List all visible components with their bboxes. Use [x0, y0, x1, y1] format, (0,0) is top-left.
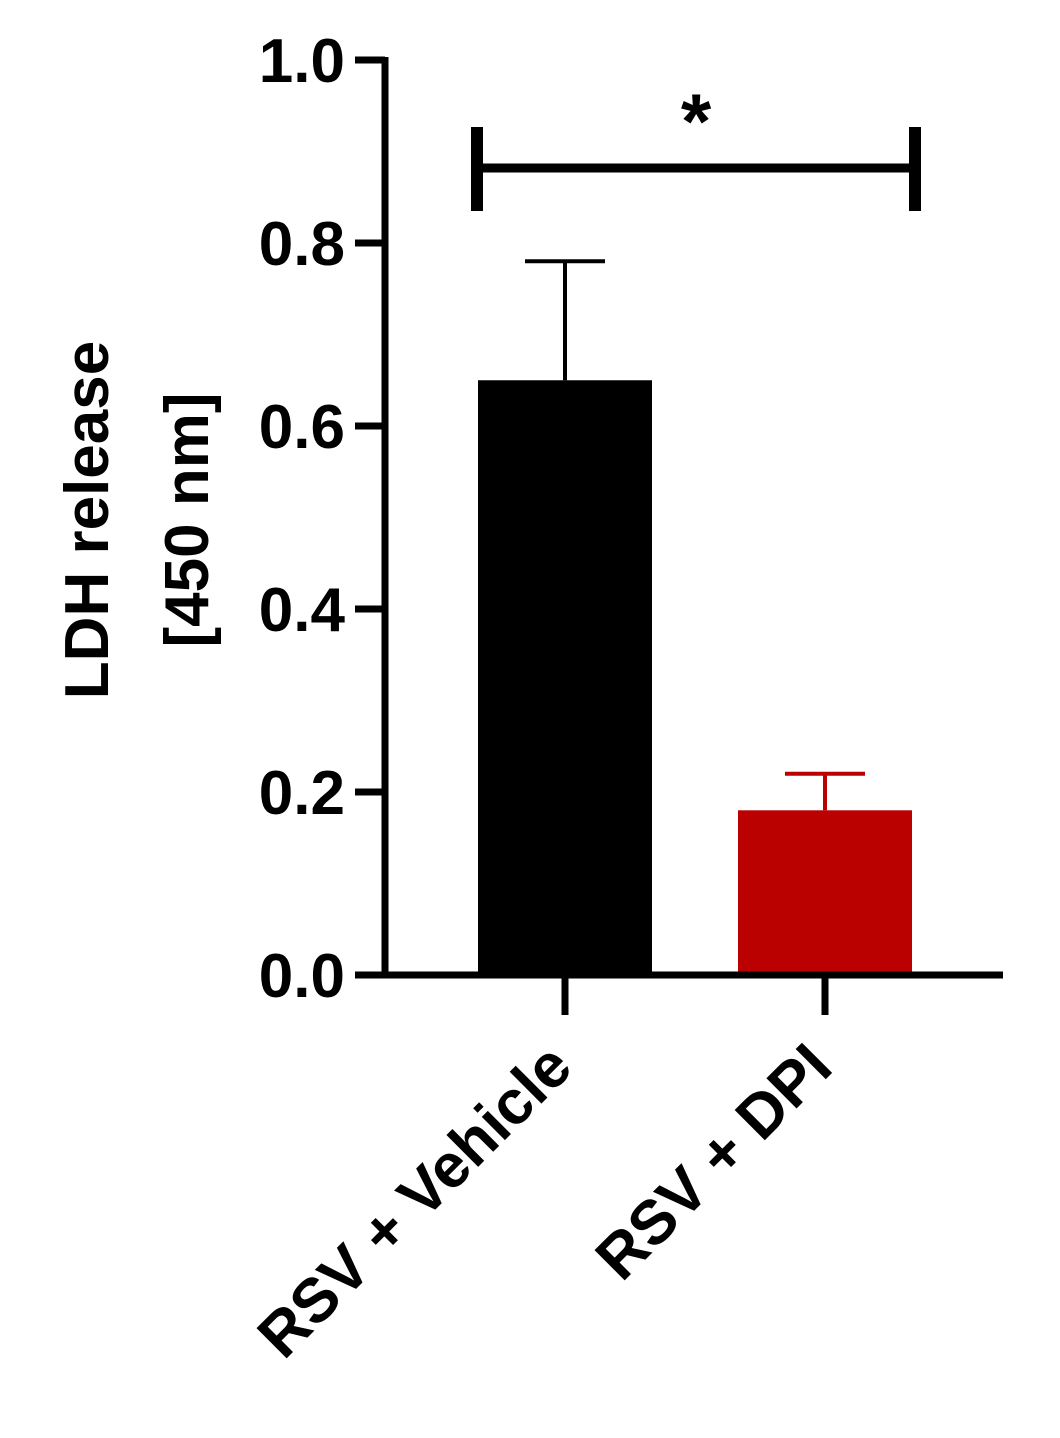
- bar: [738, 810, 912, 972]
- y-tick-label: 0.6: [259, 393, 345, 462]
- y-tick-label: 0.0: [259, 942, 345, 1011]
- bars: [478, 380, 912, 972]
- error-bars: [525, 259, 865, 811]
- x-tick-label: RSV + DPI: [583, 1031, 845, 1293]
- significance-bracket: *: [471, 77, 921, 211]
- y-tick-label: 0.8: [259, 210, 345, 279]
- significance-star: *: [681, 77, 712, 165]
- y-tick-label: 1.0: [259, 27, 345, 96]
- y-axis-label-line-2: [450 nm]: [153, 393, 222, 648]
- y-axis-label: LDH release [450 nm]: [53, 341, 222, 699]
- bar: [478, 380, 652, 972]
- y-axis-label-line-1: LDH release: [53, 341, 122, 699]
- x-tick-label: RSV + Vehicle: [245, 1031, 585, 1371]
- y-axis: 0.0 0.2 0.4 0.6 0.8 1.0: [259, 27, 389, 1011]
- y-tick-label: 0.2: [259, 759, 345, 828]
- y-tick-label: 0.4: [259, 576, 346, 645]
